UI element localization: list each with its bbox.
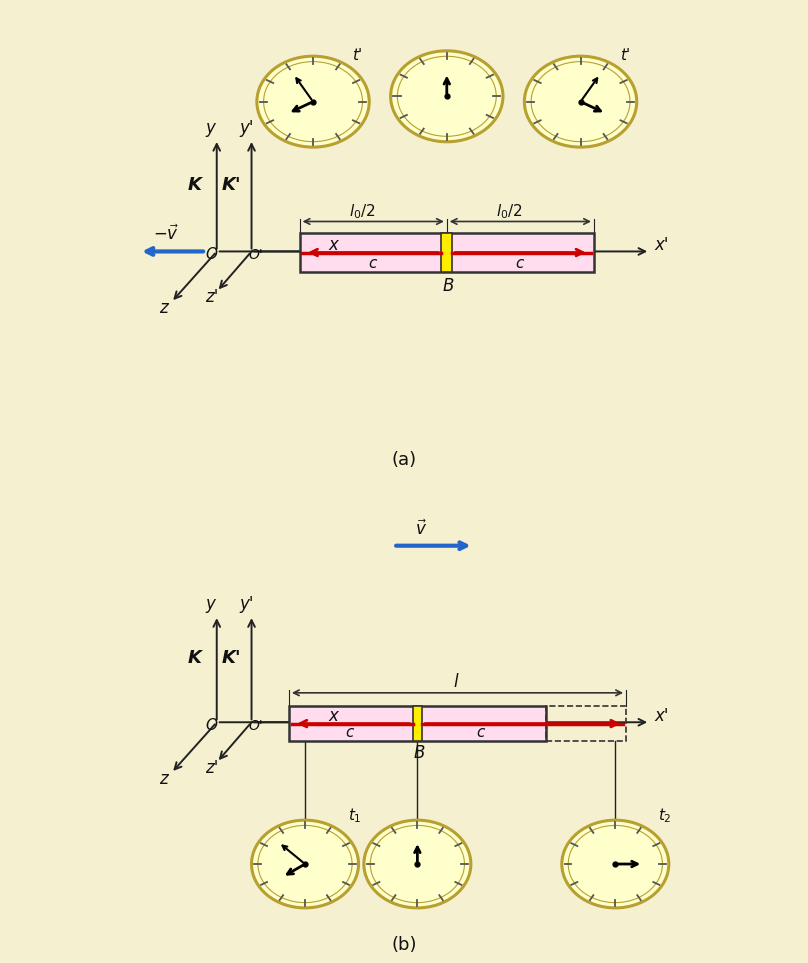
Text: y: y: [205, 595, 215, 612]
Text: K': K': [222, 649, 242, 667]
Ellipse shape: [364, 820, 471, 908]
Text: z: z: [159, 299, 168, 317]
Text: K': K': [222, 175, 242, 194]
Text: $t_1$: $t_1$: [347, 806, 361, 824]
Text: z: z: [159, 769, 168, 788]
Text: y': y': [240, 595, 255, 612]
Ellipse shape: [251, 820, 359, 908]
Text: $l_0/2$: $l_0/2$: [349, 202, 376, 221]
Text: O': O': [249, 719, 263, 733]
Ellipse shape: [524, 56, 637, 147]
Bar: [441, 233, 452, 272]
Text: l: l: [453, 673, 458, 691]
Text: x: x: [328, 707, 338, 725]
Text: B: B: [413, 744, 424, 762]
Ellipse shape: [257, 56, 369, 147]
Text: x: x: [328, 236, 338, 254]
Text: O': O': [249, 248, 263, 263]
Text: y: y: [205, 118, 215, 137]
Bar: [289, 706, 545, 741]
Text: z': z': [205, 759, 218, 777]
Text: c: c: [368, 255, 377, 271]
Text: $\vec{v}$: $\vec{v}$: [415, 519, 427, 539]
Text: K: K: [187, 175, 201, 194]
Text: K: K: [187, 649, 201, 667]
Text: c: c: [476, 725, 485, 740]
Text: O: O: [205, 247, 217, 263]
Text: c: c: [515, 255, 524, 271]
Text: $-\vec{v}$: $-\vec{v}$: [153, 224, 179, 244]
Bar: [413, 706, 423, 741]
Ellipse shape: [390, 51, 503, 142]
Text: y': y': [240, 118, 255, 137]
Text: x': x': [654, 236, 669, 254]
Ellipse shape: [562, 820, 669, 908]
Text: O: O: [205, 718, 217, 733]
Text: $l_0/2$: $l_0/2$: [496, 202, 523, 221]
Text: (a): (a): [391, 452, 417, 469]
Text: $t_2$: $t_2$: [659, 806, 671, 824]
Text: x': x': [654, 707, 669, 725]
Text: (b): (b): [391, 936, 417, 953]
Bar: [300, 233, 594, 272]
Bar: [545, 706, 626, 741]
Text: B: B: [443, 276, 454, 295]
Text: t': t': [352, 48, 363, 63]
Text: c: c: [345, 725, 354, 740]
Text: t': t': [620, 48, 630, 63]
Text: z': z': [205, 288, 218, 306]
